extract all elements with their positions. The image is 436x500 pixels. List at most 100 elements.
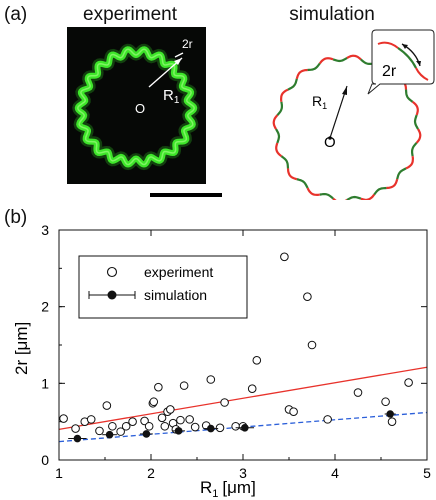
y-tick-label: 3: [41, 222, 49, 238]
experiment-point: [140, 416, 149, 426]
membrane-segment: [272, 114, 279, 130]
membrane-segment: [413, 114, 419, 130]
experiment-point: [353, 388, 363, 397]
membrane-segment: [306, 187, 320, 197]
membrane-segment: [280, 155, 290, 169]
experiment-point: [108, 421, 117, 431]
scale-bar: [150, 193, 222, 197]
x-axis-label: R1 [μm]: [200, 478, 256, 500]
membrane-segment: [319, 193, 334, 200]
membrane-segment: [405, 156, 415, 170]
experiment-point: [95, 426, 104, 436]
zoom-callout: [367, 29, 435, 95]
simulation-point: [386, 410, 395, 418]
experiment-point: [307, 340, 317, 350]
wavelength-arrow-experiment: [174, 52, 184, 58]
y-tick-label: 1: [41, 375, 49, 391]
experiment-micrograph: R1 O 2r: [67, 27, 206, 184]
panel-a-label: (a): [4, 4, 28, 25]
experiment-point: [231, 421, 240, 431]
simulation-point: [105, 430, 114, 439]
experiment-point: [157, 413, 167, 423]
experiment-point: [128, 417, 137, 426]
membrane-segment: [275, 142, 283, 158]
experiment-point: [154, 382, 163, 392]
membrane-segment: [287, 78, 298, 91]
membrane-segment: [275, 128, 281, 144]
membrane-segment: [286, 168, 298, 181]
x-tick-label: 3: [239, 465, 247, 481]
simulation-point: [73, 434, 82, 443]
legend-label-simulation: simulation: [144, 287, 207, 303]
experiment-point: [381, 397, 390, 407]
experiment-point: [116, 427, 125, 436]
experiment-point: [190, 422, 200, 432]
y-tick-label: 2: [41, 299, 49, 315]
callout-red-segment: [377, 41, 399, 49]
membrane-segment: [296, 178, 309, 189]
experiment-point: [71, 424, 80, 433]
experiment-point: [121, 421, 131, 431]
y-axis-label: 2r [μm]: [12, 322, 31, 375]
experiment-point: [144, 421, 154, 431]
membrane-ring-experiment: [72, 43, 200, 171]
experiment-point: [247, 384, 257, 393]
membrane-segment: [332, 197, 347, 200]
experiment-title: experiment: [83, 4, 177, 25]
experiment-point: [185, 415, 194, 424]
membrane-segment: [276, 101, 283, 116]
experiment-point: [215, 423, 225, 433]
callout-wavelength-label: 2r: [382, 63, 397, 80]
experiment-point: [86, 415, 96, 424]
radius-label-simulation: R1: [312, 93, 327, 111]
membrane-segment: [346, 195, 362, 200]
center-label-experiment: O: [135, 101, 145, 116]
legend-label-experiment: experiment: [144, 264, 213, 280]
membrane-segment: [411, 100, 419, 116]
experiment-point: [102, 401, 112, 410]
legend-marker-experiment: [106, 266, 118, 278]
membrane-segment: [307, 62, 321, 72]
x-tick-label: 4: [331, 465, 339, 481]
experiment-point: [179, 381, 189, 390]
membrane-segment: [386, 178, 399, 190]
experiment-point: [252, 356, 262, 365]
wavelength-label-experiment: 2r: [182, 37, 193, 51]
y-tick-label: 0: [41, 452, 49, 468]
fit-line-solid: [58, 366, 428, 430]
radius-label-experiment: R1: [163, 87, 180, 106]
experiment-point: [149, 397, 159, 407]
simulation-point: [207, 424, 215, 433]
membrane-segment: [332, 57, 348, 63]
legend-marker-simulation: [107, 290, 117, 300]
callout-red-segment-2: [415, 67, 429, 81]
experiment-point: [289, 407, 298, 416]
x-tick-label: 1: [55, 465, 63, 481]
experiment-point: [280, 252, 289, 262]
experiment-point: [220, 398, 229, 407]
membrane-segment: [295, 68, 308, 80]
membrane-segment: [318, 57, 334, 65]
membrane-segment: [346, 54, 362, 61]
membrane-segment: [373, 186, 387, 196]
experiment-point: [387, 417, 397, 426]
legend-box: [78, 255, 248, 319]
simulation-point: [241, 424, 249, 432]
experiment-point: [206, 375, 216, 384]
experiment-point: [303, 292, 312, 301]
membrane-segment: [404, 89, 414, 103]
experiment-point: [404, 378, 413, 387]
membrane-segment: [396, 167, 407, 180]
center-label-simulation: O: [324, 134, 336, 151]
membrane-segment: [279, 88, 289, 102]
experiment-point: [176, 415, 185, 425]
membrane-segment: [415, 128, 422, 144]
simulation-title: simulation: [289, 4, 375, 25]
callout-green-segment: [397, 47, 417, 69]
experiment-point: [59, 414, 68, 423]
simulation-point: [142, 430, 151, 438]
panel-b-label: (b): [4, 207, 28, 228]
simulation-drawing: R1 O 2r: [272, 29, 435, 200]
x-tick-label: 2: [147, 465, 155, 481]
